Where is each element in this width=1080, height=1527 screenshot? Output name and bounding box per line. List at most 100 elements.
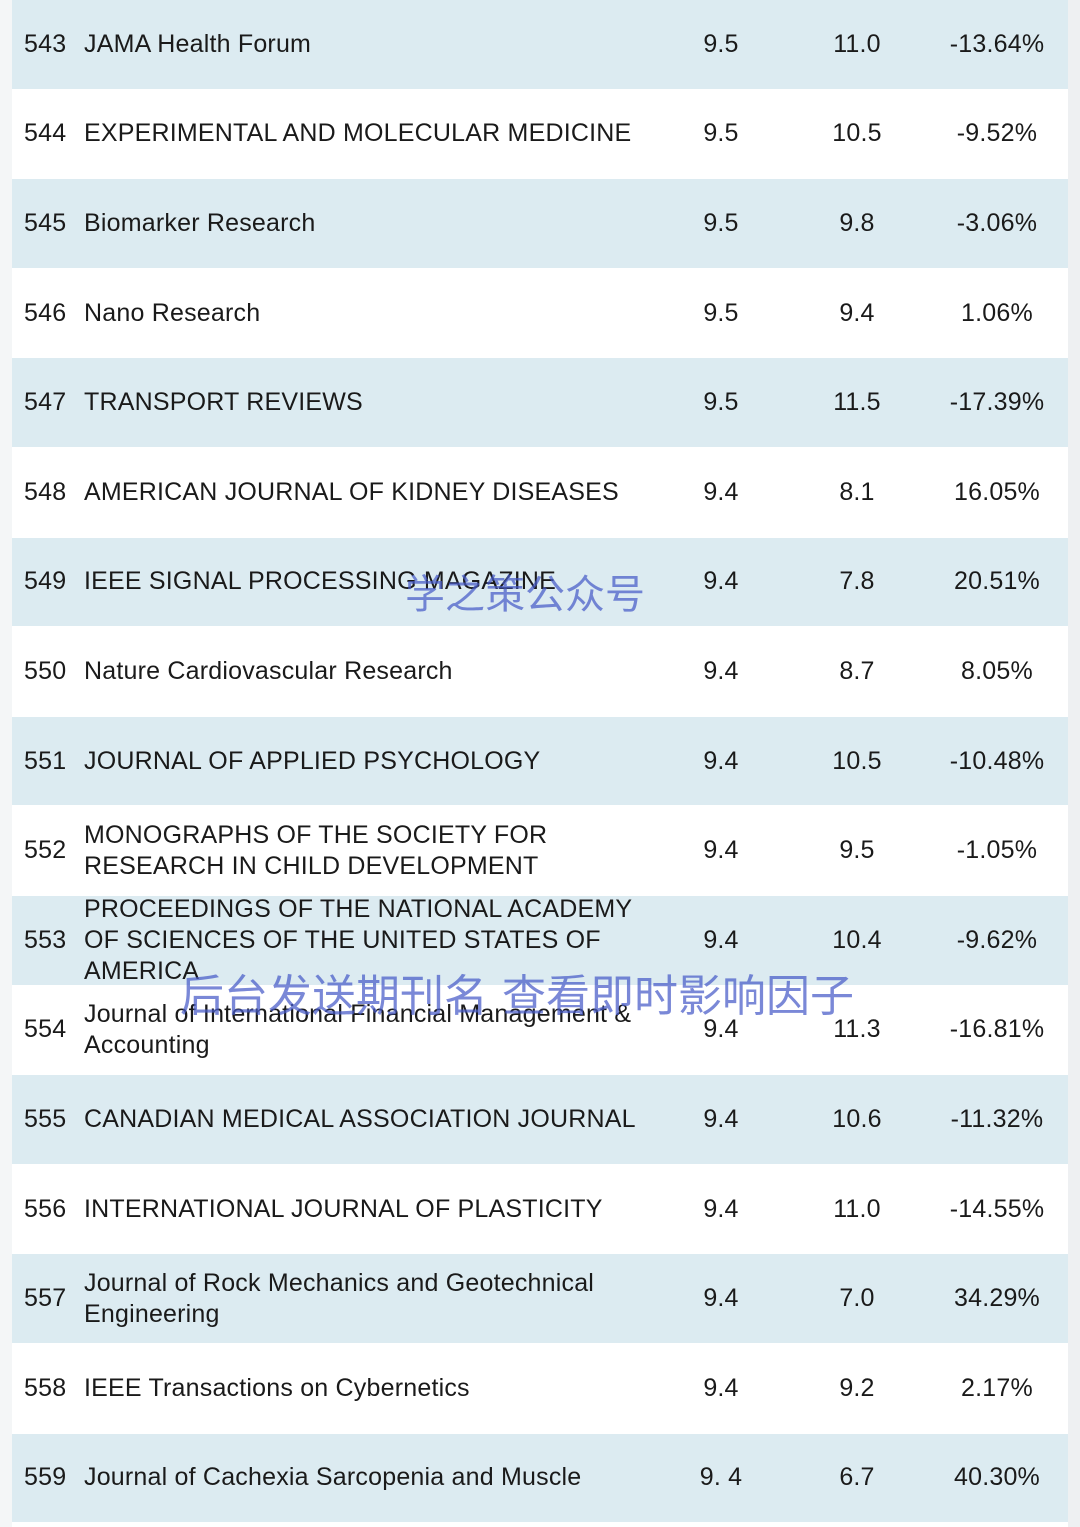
table-row: 552 MONOGRAPHS OF THE SOCIETY FOR RESEARC… (12, 806, 1068, 896)
table-row: 545 Biomarker Research 9.5 9.8 -3.06% (12, 179, 1068, 269)
impact-factor-cell: 9.4 (703, 925, 739, 954)
journal-name-cell: Journal of Rock Mechanics and Geotechnic… (84, 1268, 595, 1328)
change-percent-cell: 16.05% (954, 477, 1040, 506)
table-row: 557 Journal of Rock Mechanics and Geotech… (12, 1254, 1068, 1344)
journal-name-cell: EXPERIMENTAL AND MOLECULAR MEDICINE (84, 119, 632, 148)
journal-name-cell: IEEE Transactions on Cybernetics (84, 1373, 470, 1402)
rank-cell: 558 (24, 1373, 67, 1402)
impact-factor-cell: 9.4 (703, 1194, 739, 1223)
rank-cell: 545 (24, 208, 67, 237)
journal-name-cell: PROCEEDINGS OF THE NATIONAL ACADEMY OF S… (84, 894, 632, 985)
impact-factor-cell: 9.4 (703, 1373, 739, 1402)
change-percent-cell: 2.17% (961, 1373, 1033, 1402)
journal-name-cell: MONOGRAPHS OF THE SOCIETY FOR RESEARCH I… (84, 820, 548, 880)
previous-impact-factor-cell: 8.1 (839, 477, 875, 506)
table-row: 544 EXPERIMENTAL AND MOLECULAR MEDICINE 9.… (12, 89, 1068, 180)
rank-cell: 553 (24, 925, 67, 954)
impact-factor-cell: 9.4 (703, 1015, 739, 1044)
journal-name-cell: Journal of International Financial Manag… (84, 999, 632, 1059)
table-row: 559 Journal of Cachexia Sarcopenia and Mu… (12, 1433, 1068, 1524)
impact-factor-cell: 9.5 (703, 298, 739, 327)
previous-impact-factor-cell: 6.7 (839, 1463, 875, 1492)
table-row: 549 IEEE SIGNAL PROCESSING MAGAZINE 9.4 7.8… (12, 537, 1068, 628)
previous-impact-factor-cell: 8.7 (839, 656, 875, 685)
change-percent-cell: -11.32% (950, 1104, 1044, 1133)
table-row: 550 Nature Cardiovascular Research 9.4 8.7 8… (12, 627, 1068, 717)
journal-name-cell: JAMA Health Forum (84, 29, 312, 58)
change-percent-cell: -3.06% (956, 208, 1038, 237)
previous-impact-factor-cell: 9.4 (839, 298, 875, 327)
rank-cell: 556 (24, 1194, 67, 1223)
table-row: 548 AMERICAN JOURNAL OF KIDNEY DISEASES 9.… (12, 447, 1068, 538)
rank-cell: 548 (24, 477, 67, 506)
previous-impact-factor-cell: 10.5 (832, 119, 882, 148)
rank-cell: 543 (24, 29, 67, 58)
impact-factor-cell: 9.4 (703, 836, 739, 865)
impact-factor-cell: 9.5 (703, 29, 739, 58)
table-row: 555 CANADIAN MEDICAL ASSOCIATION JOURNAL 9… (12, 1075, 1068, 1165)
rank-cell: 557 (24, 1284, 67, 1313)
change-percent-cell: -9.52% (956, 119, 1038, 148)
journal-name-cell: TRANSPORT REVIEWS (84, 388, 363, 417)
table-row: 543 JAMA Health Forum 9.5 11.0 -13.64% (12, 0, 1068, 90)
change-percent-cell: -13.64% (949, 29, 1045, 58)
change-percent-cell: -17.39% (949, 388, 1045, 417)
change-percent-cell: 34.29% (954, 1284, 1040, 1313)
previous-impact-factor-cell: 9.5 (839, 836, 875, 865)
table-row: 556 INTERNATIONAL JOURNAL OF PLASTICITY 9.… (12, 1164, 1068, 1255)
table-row: 558 IEEE Transactions on Cybernetics 9.4 9.… (12, 1343, 1068, 1434)
journal-name-cell: INTERNATIONAL JOURNAL OF PLASTICITY (84, 1194, 603, 1223)
rank-cell: 555 (24, 1104, 67, 1133)
impact-factor-cell: 9.4 (703, 746, 739, 775)
journal-name-cell: Biomarker Research (84, 208, 316, 237)
change-percent-cell: 8.05% (961, 656, 1033, 685)
change-percent-cell: -1.05% (956, 836, 1038, 865)
previous-impact-factor-cell: 9.8 (839, 208, 875, 237)
left-margin (0, 0, 12, 1527)
impact-factor-cell: 9.4 (703, 477, 739, 506)
journal-name-cell: JOURNAL OF APPLIED PSYCHOLOGY (84, 746, 541, 775)
rank-cell: 552 (24, 836, 67, 865)
change-percent-cell: -16.81% (949, 1015, 1045, 1044)
impact-factor-cell: 9. 4 (699, 1463, 743, 1492)
previous-impact-factor-cell: 7.8 (839, 567, 875, 596)
table-row: 553 PROCEEDINGS OF THE NATIONAL ACADEMY O… (12, 894, 1068, 986)
rank-cell: 547 (24, 388, 67, 417)
rank-cell: 554 (24, 1015, 67, 1044)
table-row: 551 JOURNAL OF APPLIED PSYCHOLOGY 9.4 10.5 -… (12, 716, 1068, 807)
impact-factor-cell: 9.5 (703, 388, 739, 417)
rank-cell: 549 (24, 567, 67, 596)
impact-factor-cell: 9.4 (703, 1104, 739, 1133)
change-percent-cell: 40.30% (954, 1463, 1040, 1492)
journal-name-cell: Nano Research (84, 298, 261, 327)
table-row: 554 Journal of International Financial Ma… (12, 985, 1068, 1076)
journal-name-cell: IEEE SIGNAL PROCESSING MAGAZINE (84, 567, 557, 596)
impact-factor-cell: 9.5 (703, 208, 739, 237)
previous-impact-factor-cell: 11.0 (833, 29, 881, 58)
journal-name-cell: AMERICAN JOURNAL OF KIDNEY DISEASES (84, 477, 619, 506)
impact-factor-cell: 9.5 (703, 119, 739, 148)
previous-impact-factor-cell: 11.3 (833, 1015, 881, 1044)
previous-impact-factor-cell: 10.6 (832, 1104, 882, 1133)
rank-cell: 546 (24, 298, 67, 327)
journal-name-cell: CANADIAN MEDICAL ASSOCIATION JOURNAL (84, 1104, 636, 1133)
rank-cell: 559 (24, 1463, 67, 1492)
journal-ranking-table: 543 JAMA Health Forum 9.5 11.0 -13.64% 544 EXP… (12, 0, 1068, 1524)
previous-impact-factor-cell: 10.4 (832, 925, 882, 954)
impact-factor-cell: 9.4 (703, 567, 739, 596)
journal-name-cell: Nature Cardiovascular Research (84, 656, 453, 685)
previous-impact-factor-cell: 7.0 (839, 1284, 875, 1313)
previous-impact-factor-cell: 9.2 (839, 1373, 875, 1402)
previous-impact-factor-cell: 11.5 (833, 388, 881, 417)
impact-factor-cell: 9.4 (703, 656, 739, 685)
change-percent-cell: -10.48% (949, 746, 1045, 775)
previous-impact-factor-cell: 11.0 (833, 1194, 881, 1223)
rank-cell: 551 (24, 746, 67, 775)
impact-factor-cell: 9.4 (703, 1284, 739, 1313)
previous-impact-factor-cell: 10.5 (832, 746, 882, 775)
rank-cell: 544 (24, 119, 67, 148)
change-percent-cell: 1.06% (961, 298, 1033, 327)
change-percent-cell: -9.62% (956, 925, 1038, 954)
change-percent-cell: -14.55% (949, 1194, 1045, 1223)
